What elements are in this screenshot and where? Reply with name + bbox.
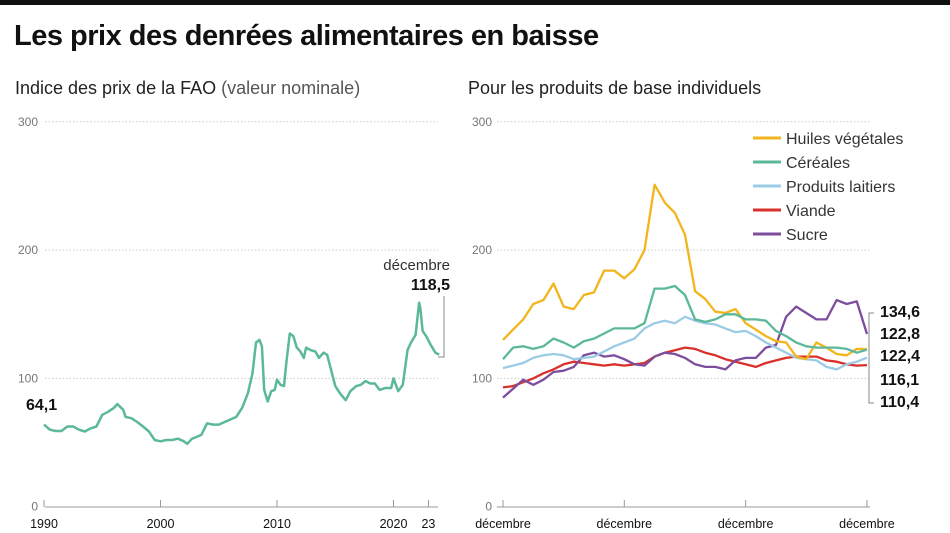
end-value-label: 118,5 xyxy=(411,277,450,294)
x-tick-label: décembre xyxy=(839,517,895,531)
x-tick-label: 1990 xyxy=(30,517,58,531)
legend-label: Viande xyxy=(786,203,836,220)
series-line-sucre xyxy=(502,298,869,399)
legend-label: Sucre xyxy=(786,227,828,244)
x-tick-label: 23 xyxy=(421,517,435,531)
left-subtitle-note: (valeur nominale) xyxy=(221,78,361,98)
series-line-c-r-ales xyxy=(502,284,868,360)
left-subtitle: Indice des prix de la FAO (valeur nomina… xyxy=(15,78,360,99)
y-tick-label: 300 xyxy=(18,115,38,129)
y-tick-label: 0 xyxy=(485,500,492,514)
end-value-label: 122,4 xyxy=(880,348,920,365)
y-tick-label: 300 xyxy=(472,115,492,129)
page-title: Les prix des denrées alimentaires en bai… xyxy=(14,20,599,52)
end-value-label: 134,6 xyxy=(880,304,920,321)
legend-label: Huiles végétales xyxy=(786,131,903,148)
x-tick-label: 2000 xyxy=(147,517,175,531)
start-value-label: 64,1 xyxy=(26,397,57,414)
series-line-viande xyxy=(502,346,868,389)
x-tick-label: décembre xyxy=(475,517,531,531)
fao-index-line xyxy=(43,301,440,446)
end-value-label: 116,1 xyxy=(880,372,919,389)
left-subtitle-main: Indice des prix de la FAO xyxy=(15,78,217,98)
x-tick-label: décembre xyxy=(718,517,774,531)
legend-label: Céréales xyxy=(786,155,850,172)
end-value-leader xyxy=(438,296,445,358)
y-tick-label: 200 xyxy=(18,243,38,257)
end-value-bracket xyxy=(868,312,874,404)
right-subtitle: Pour les produits de base individuels xyxy=(468,78,762,98)
end-value-label: 122,8 xyxy=(880,326,920,343)
y-tick-label: 200 xyxy=(472,243,492,257)
y-tick-label: 100 xyxy=(472,371,492,385)
x-tick-label: 2010 xyxy=(263,517,291,531)
x-tick-label: 2020 xyxy=(380,517,408,531)
legend-label: Produits laitiers xyxy=(786,179,895,196)
y-tick-label: 0 xyxy=(31,500,38,514)
end-month-label: décembre xyxy=(383,257,450,274)
top-bar xyxy=(0,0,950,5)
end-value-label: 110,4 xyxy=(880,394,919,411)
series-line-huiles-v-g-tales xyxy=(502,183,868,361)
y-tick-label: 100 xyxy=(18,371,38,385)
x-tick-label: décembre xyxy=(597,517,653,531)
series-line-produits-laitiers xyxy=(502,315,868,371)
